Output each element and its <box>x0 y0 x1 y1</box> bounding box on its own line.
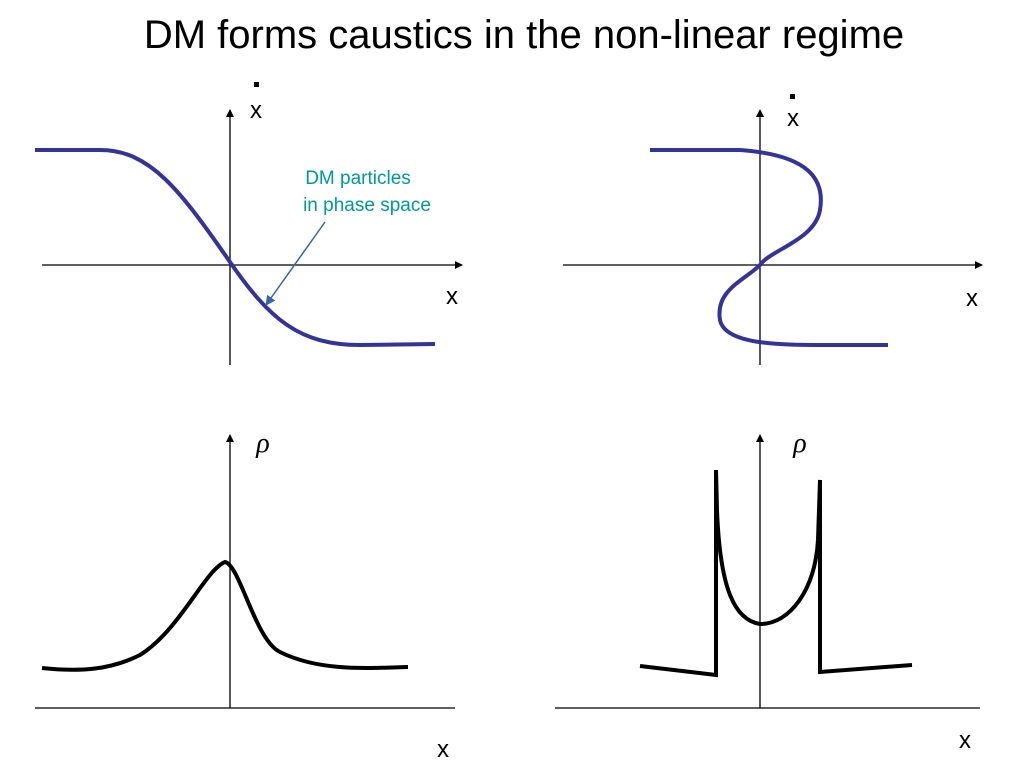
annotation-arrow <box>265 221 326 306</box>
density-curve <box>639 469 913 678</box>
dot <box>254 82 259 87</box>
panel-phase-space-linear: x x DM particles in phase space <box>35 82 463 365</box>
panel-density-caustics: ρ x <box>555 428 980 754</box>
y-label: ρ <box>792 428 806 459</box>
dot <box>790 94 795 99</box>
annotation-line: DM particles <box>305 168 411 189</box>
y-label: x <box>250 97 262 124</box>
panel-density-linear: ρ x <box>35 428 455 763</box>
x-label: x <box>966 285 978 312</box>
x-label: x <box>446 283 458 310</box>
title: DM forms caustics in the non-linear regi… <box>144 13 904 57</box>
x-label: x <box>959 727 971 754</box>
y-label: ρ <box>255 428 269 459</box>
x-label: x <box>437 736 449 763</box>
phase-curve <box>35 148 436 348</box>
y-label: x <box>787 105 799 132</box>
phase-curve <box>650 148 888 347</box>
annotation-line: in phase space <box>303 195 431 216</box>
density-curve <box>41 559 409 672</box>
panel-phase-space-nonlinear: x x <box>563 94 983 365</box>
